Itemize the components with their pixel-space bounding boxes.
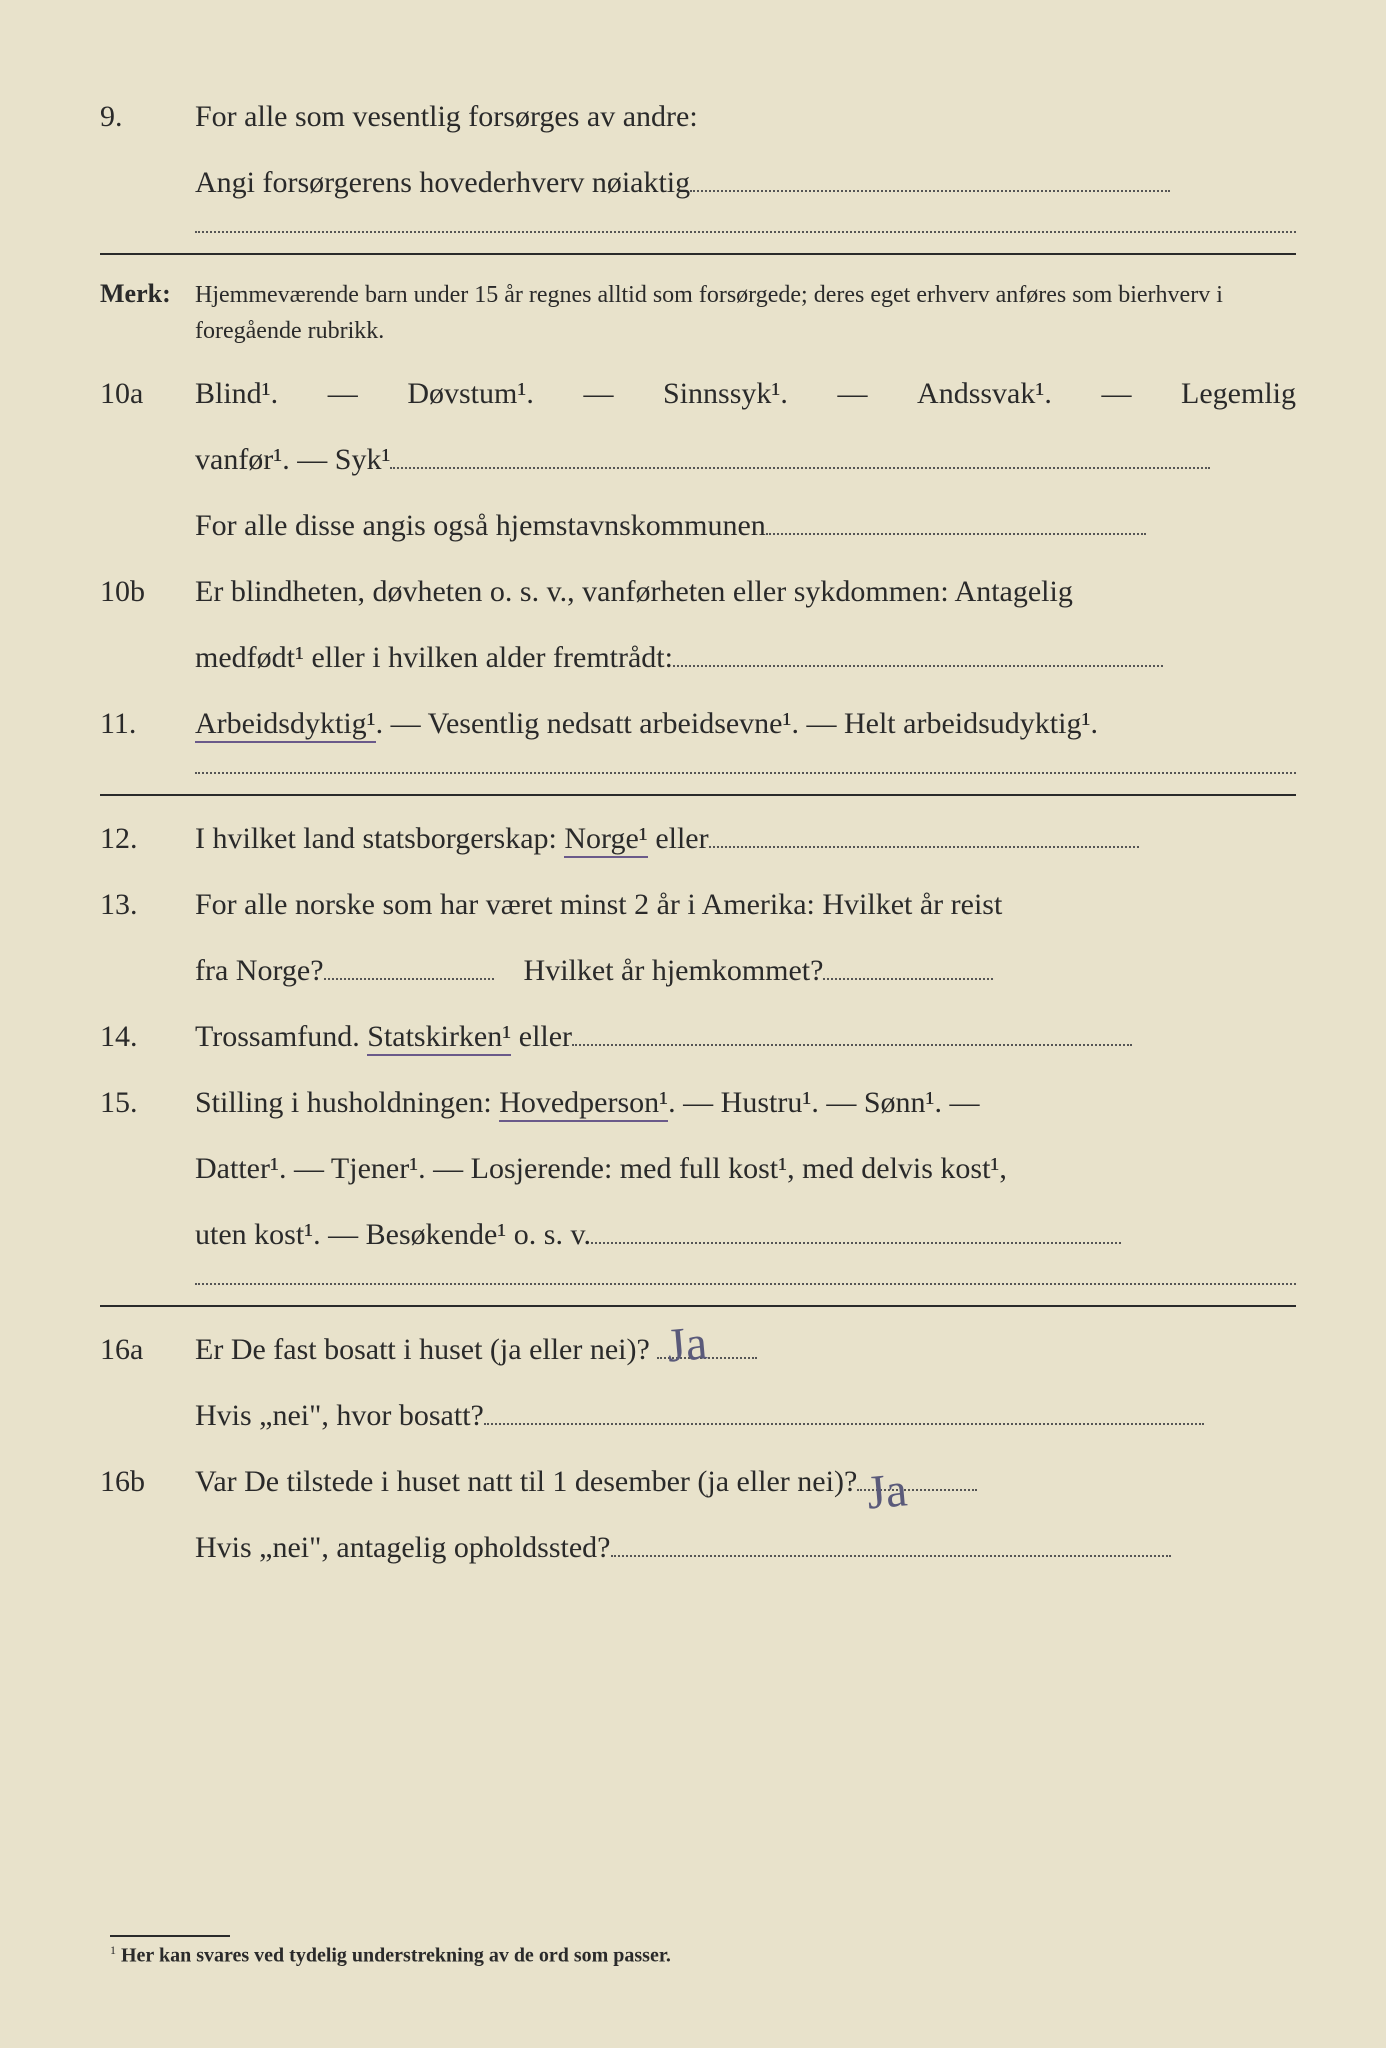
question-12: 12. I hvilket land statsborgerskap: Norg… [100, 812, 1296, 866]
footnote: 1 Her kan svares ved tydelig understrekn… [110, 1935, 671, 1968]
question-14: 14. Trossamfund. Statskirken¹ eller [100, 1010, 1296, 1064]
fill-line[interactable] [709, 846, 1139, 848]
q9-line1: For alle som vesentlig forsørges av andr… [195, 90, 1296, 144]
question-11: 11. Arbeidsdyktig¹. — Vesentlig nedsatt … [100, 697, 1296, 751]
q10a-number: 10a [100, 367, 195, 421]
q10a-opt: Blind¹. [195, 367, 278, 421]
question-16b: 16b Var De tilstede i huset natt til 1 d… [100, 1455, 1296, 1509]
question-10b: 10b Er blindheten, døvheten o. s. v., va… [100, 565, 1296, 619]
question-15-line2: Datter¹. — Tjener¹. — Losjerende: med fu… [100, 1142, 1296, 1196]
divider [100, 253, 1296, 255]
q12-number: 12. [100, 812, 195, 866]
handwritten-answer: Ja [664, 1300, 711, 1390]
merk-label: Merk: [100, 271, 195, 318]
q9-line2-text: Angi forsørgerens hovederhverv nøiaktig [195, 166, 690, 199]
q13-number: 13. [100, 878, 195, 932]
fill-line[interactable] [611, 1555, 1171, 1557]
question-16a-line2: Hvis „nei", hvor bosatt? [100, 1389, 1296, 1443]
q9-number: 9. [100, 90, 195, 144]
fill-line[interactable] [572, 1044, 1132, 1046]
q11-underlined: Arbeidsdyktig¹ [195, 707, 376, 743]
q14-number: 14. [100, 1010, 195, 1064]
footnote-sup: 1 [110, 1943, 116, 1957]
q10b-number: 10b [100, 565, 195, 619]
q10a-opt: Legemlig [1181, 367, 1296, 421]
question-10a: 10a Blind¹. — Døvstum¹. — Sinnssyk¹. — A… [100, 367, 1296, 421]
fill-line[interactable] [484, 1423, 1204, 1425]
q10b-line1: Er blindheten, døvheten o. s. v., vanfør… [195, 565, 1296, 619]
q11-number: 11. [100, 697, 195, 751]
fill-line[interactable] [195, 1282, 1296, 1285]
fill-line[interactable]: Ja [657, 1357, 757, 1359]
question-15-line3: uten kost¹. — Besøkende¹ o. s. v. [100, 1208, 1296, 1262]
fill-line[interactable] [690, 190, 1170, 192]
q15-underlined: Hovedperson¹ [499, 1086, 668, 1122]
census-form-page: 9. For alle som vesentlig forsørges av a… [0, 0, 1386, 2048]
question-10a-line2: vanfør¹. — Syk¹ [100, 433, 1296, 487]
question-13-line2: fra Norge? Hvilket år hjemkommet? [100, 944, 1296, 998]
q14-underlined: Statskirken¹ [367, 1020, 511, 1056]
fill-line[interactable] [591, 1242, 1121, 1244]
q15-number: 15. [100, 1076, 195, 1130]
q16b-number: 16b [100, 1455, 195, 1509]
question-9-line2: Angi forsørgerens hovederhverv nøiaktig [100, 156, 1296, 210]
fill-line[interactable] [195, 230, 1296, 233]
question-15: 15. Stilling i husholdningen: Hovedperso… [100, 1076, 1296, 1130]
question-16b-line2: Hvis „nei", antagelig opholdssted? [100, 1521, 1296, 1575]
q16a-number: 16a [100, 1323, 195, 1377]
fill-line[interactable] [390, 467, 1210, 469]
fill-line[interactable]: Ja [857, 1489, 977, 1491]
merk-text: Hjemmeværende barn under 15 år regnes al… [195, 277, 1296, 349]
footnote-rule [110, 1935, 230, 1937]
fill-line[interactable] [673, 665, 1163, 667]
q10a-opt: Andssvak¹. [917, 367, 1052, 421]
merk-note: Merk: Hjemmeværende barn under 15 år reg… [100, 271, 1296, 349]
fill-line[interactable] [195, 771, 1296, 774]
question-10a-line3: For alle disse angis også hjemstavnskomm… [100, 499, 1296, 553]
question-16a: 16a Er De fast bosatt i huset (ja eller … [100, 1323, 1296, 1377]
fill-line[interactable] [324, 978, 494, 980]
question-9: 9. For alle som vesentlig forsørges av a… [100, 90, 1296, 144]
fill-line[interactable] [823, 978, 993, 980]
divider [100, 794, 1296, 796]
question-10b-line2: medfødt¹ eller i hvilken alder fremtrådt… [100, 631, 1296, 685]
q10a-opt: Sinnssyk¹. [663, 367, 788, 421]
handwritten-answer: Ja [864, 1447, 911, 1537]
fill-line[interactable] [766, 533, 1146, 535]
q13-line1: For alle norske som har været minst 2 år… [195, 878, 1296, 932]
q10a-opt: Døvstum¹. [407, 367, 534, 421]
q12-underlined: Norge¹ [564, 822, 647, 858]
footnote-text: Her kan svares ved tydelig understreknin… [121, 1945, 671, 1967]
question-13: 13. For alle norske som har været minst … [100, 878, 1296, 932]
